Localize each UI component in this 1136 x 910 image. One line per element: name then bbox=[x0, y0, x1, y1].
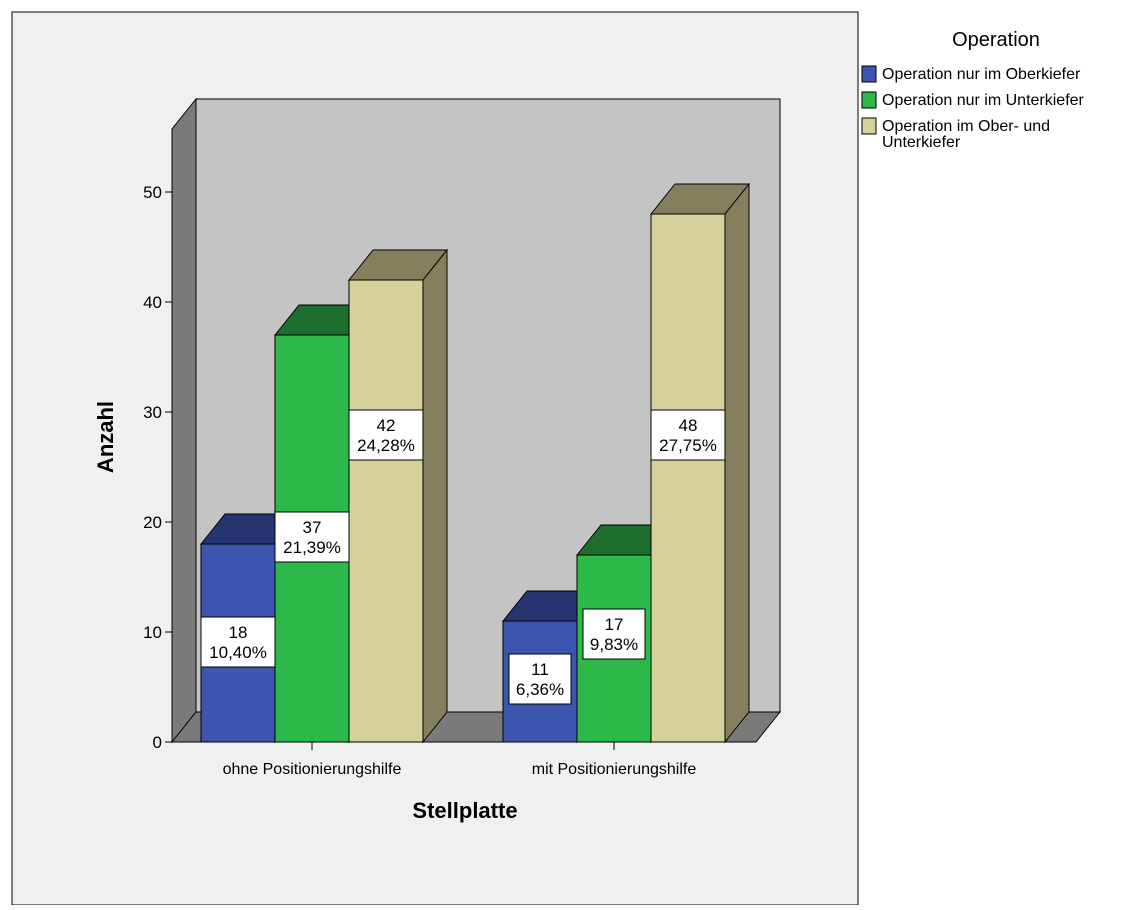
bar-side bbox=[422, 248, 448, 744]
y-tick-label: 20 bbox=[143, 513, 162, 532]
y-tick-label: 30 bbox=[143, 403, 162, 422]
legend-label: Unterkiefer bbox=[882, 134, 961, 151]
data-label-percent: 27,75% bbox=[659, 436, 717, 455]
data-label-box bbox=[348, 409, 424, 461]
y-tick-label: 40 bbox=[143, 293, 162, 312]
legend-entry: Operation nur im Oberkiefer bbox=[861, 65, 1081, 83]
data-label-percent: 10,40% bbox=[209, 643, 267, 662]
legend-label: Operation im Ober- und bbox=[882, 118, 1050, 135]
data-label-box bbox=[582, 608, 646, 660]
y-tick-label: 10 bbox=[143, 623, 162, 642]
data-label-box bbox=[200, 616, 276, 668]
side-wall bbox=[171, 97, 197, 744]
data-label-box bbox=[650, 409, 726, 461]
data-label-percent: 9,83% bbox=[590, 635, 638, 654]
data-label-box bbox=[508, 653, 572, 705]
legend-label: Operation nur im Oberkiefer bbox=[882, 66, 1081, 83]
legend-entry: Operation nur im Unterkiefer bbox=[861, 91, 1085, 109]
bar bbox=[649, 182, 751, 744]
legend-swatch bbox=[861, 91, 877, 109]
bars bbox=[199, 182, 751, 744]
bar bbox=[347, 248, 449, 744]
data-label-count: 17 bbox=[605, 615, 624, 634]
legend-swatch bbox=[861, 65, 877, 83]
legend-label: Operation nur im Unterkiefer bbox=[882, 92, 1085, 109]
y-axis-title: Anzahl bbox=[93, 401, 118, 473]
data-label: 179,83% bbox=[582, 608, 646, 660]
y-axis: 0 10 20 30 40 50 bbox=[143, 137, 173, 752]
bar-side bbox=[724, 182, 750, 744]
x-tick-label: ohne Positionierungshilfe bbox=[223, 761, 402, 778]
data-label-count: 37 bbox=[303, 518, 322, 537]
x-axis-title: Stellplatte bbox=[412, 798, 517, 823]
legend-title: Operation bbox=[952, 29, 1040, 51]
data-label-count: 48 bbox=[679, 416, 698, 435]
data-label-percent: 24,28% bbox=[357, 436, 415, 455]
data-label-box bbox=[274, 511, 350, 563]
data-label: 116,36% bbox=[508, 653, 572, 705]
x-tick-label: mit Positionierungshilfe bbox=[532, 761, 697, 778]
data-label-percent: 21,39% bbox=[283, 538, 341, 557]
data-label-count: 11 bbox=[531, 660, 549, 679]
bar-front bbox=[650, 213, 726, 743]
bar-front bbox=[348, 279, 424, 743]
y-tick-label: 50 bbox=[143, 183, 162, 202]
y-tick-label: 0 bbox=[153, 733, 162, 752]
data-labels: 1810,40%3721,39%4224,28%116,36%179,83%48… bbox=[200, 409, 726, 705]
legend: Operation Operation nur im Oberkiefer Ope… bbox=[861, 29, 1085, 151]
data-label-percent: 6,36% bbox=[516, 680, 564, 699]
data-label-count: 18 bbox=[229, 623, 248, 642]
legend-swatch bbox=[861, 117, 877, 135]
data-label-count: 42 bbox=[377, 416, 396, 435]
